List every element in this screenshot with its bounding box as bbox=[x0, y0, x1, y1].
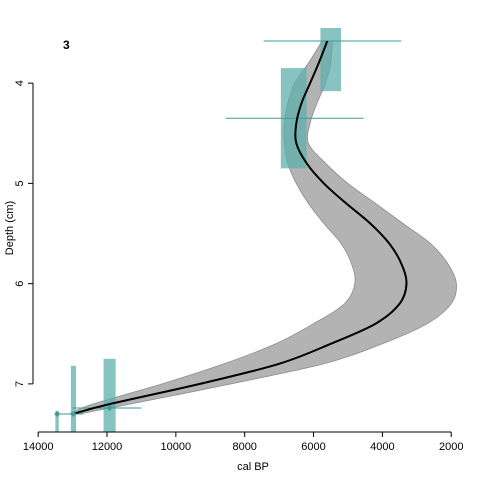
axes-layer: 14000 12000 10000 8000 6000 4000 2000 4 5 6 7 bbox=[14, 80, 463, 453]
uncertainty-envelope bbox=[68, 40, 457, 415]
date-bar-5 bbox=[55, 410, 59, 432]
date-bar-1 bbox=[320, 28, 342, 92]
y-tick-label-5: 5 bbox=[14, 180, 26, 186]
y-tick-label-7: 7 bbox=[14, 381, 26, 387]
date-marker-2 bbox=[70, 410, 77, 417]
plot-area bbox=[54, 28, 457, 432]
x-tick-label-4000: 4000 bbox=[370, 441, 394, 453]
x-tick-label-10000: 10000 bbox=[161, 441, 192, 453]
x-tick-label-14000: 14000 bbox=[23, 441, 54, 453]
panel-label: 3 bbox=[63, 38, 70, 52]
median-curve bbox=[72, 40, 408, 415]
x-tick-label-2000: 2000 bbox=[439, 441, 463, 453]
y-tick-label-6: 6 bbox=[14, 281, 26, 287]
x-tick-label-12000: 12000 bbox=[92, 441, 123, 453]
date-marker-1 bbox=[106, 404, 113, 411]
plot-layer bbox=[54, 28, 457, 432]
x-axis-title: cal BP bbox=[237, 461, 269, 473]
y-axis-title: Depth (cm) bbox=[4, 201, 16, 255]
date-bar-4 bbox=[70, 365, 77, 432]
y-tick-label-4: 4 bbox=[14, 80, 26, 86]
x-tick-label-6000: 6000 bbox=[301, 441, 325, 453]
date-bar-3 bbox=[103, 358, 116, 432]
date-marker-3 bbox=[54, 410, 61, 417]
x-tick-label-8000: 8000 bbox=[232, 441, 256, 453]
